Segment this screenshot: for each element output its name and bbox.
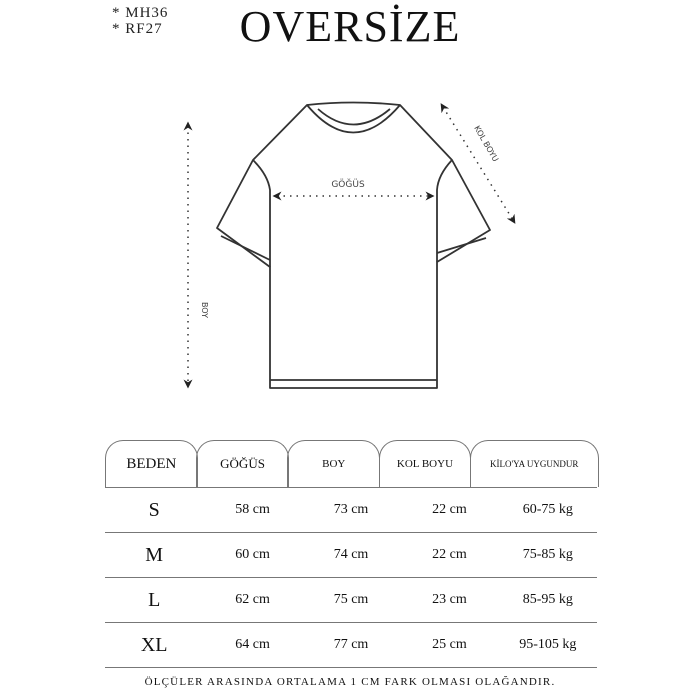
table-row: S 58 cm 73 cm 22 cm 60-75 kg xyxy=(105,487,597,532)
value-cell: 95-105 kg xyxy=(519,637,577,652)
size-cell: M xyxy=(145,543,164,566)
value-cell: 58 cm xyxy=(235,502,270,517)
value-cell: 75-85 kg xyxy=(522,547,573,562)
value-cell: 74 cm xyxy=(333,547,369,562)
chest-label: GÖĞÜS xyxy=(331,178,365,190)
value-cell: 22 cm xyxy=(432,547,467,562)
size-cell: XL xyxy=(140,633,168,656)
header-length: BOY xyxy=(287,440,381,487)
table-row: XL 64 cm 77 cm 25 cm 95-105 kg xyxy=(105,622,597,668)
value-cell: 22 cm xyxy=(432,502,467,517)
size-table: BEDEN GÖĞÜS BOY KOL BOYU KİLO'YA UYGUNDU… xyxy=(105,440,599,668)
tshirt-outline xyxy=(216,101,491,389)
table-row: M 60 cm 74 cm 22 cm 75-85 kg xyxy=(105,532,597,577)
tshirt-diagram: BOY GÖĞÜS KOL BOYU xyxy=(183,101,516,389)
product-code: * RF27 xyxy=(112,21,163,37)
header-chest: GÖĞÜS xyxy=(196,440,289,487)
header-weight: KİLO'YA UYGUNDUR xyxy=(469,440,599,487)
value-cell: 85-95 kg xyxy=(522,592,573,607)
length-label: BOY xyxy=(200,302,209,318)
value-cell: 77 cm xyxy=(333,637,369,652)
value-cell: 64 cm xyxy=(235,637,270,652)
header-sleeve: KOL BOYU xyxy=(378,440,472,487)
value-cell: 60 cm xyxy=(235,547,270,562)
header-size: BEDEN xyxy=(105,440,198,487)
length-arrow: BOY xyxy=(183,121,209,389)
value-cell: 23 cm xyxy=(432,592,467,607)
value-cell: 25 cm xyxy=(432,637,467,652)
page-title: OVERSİZE xyxy=(239,2,461,51)
sleeve-label: KOL BOYU xyxy=(472,124,500,163)
chest-arrow: GÖĞÜS xyxy=(272,178,435,201)
value-cell: 73 cm xyxy=(333,502,369,517)
product-code: * MH36 xyxy=(112,5,169,21)
value-cell: 75 cm xyxy=(333,592,369,607)
footer-note: ÖLÇÜLER ARASINDA ORTALAMA 1 CM FARK OLMA… xyxy=(144,676,556,688)
value-cell: 62 cm xyxy=(235,592,270,607)
value-cell: 60-75 kg xyxy=(522,502,573,517)
table-header: BEDEN GÖĞÜS BOY KOL BOYU KİLO'YA UYGUNDU… xyxy=(105,440,599,487)
product-codes: * MH36 * RF27 xyxy=(112,5,168,37)
table-row: L 62 cm 75 cm 23 cm 85-95 kg xyxy=(105,577,597,622)
size-cell: S xyxy=(148,498,160,521)
size-cell: L xyxy=(148,588,161,611)
